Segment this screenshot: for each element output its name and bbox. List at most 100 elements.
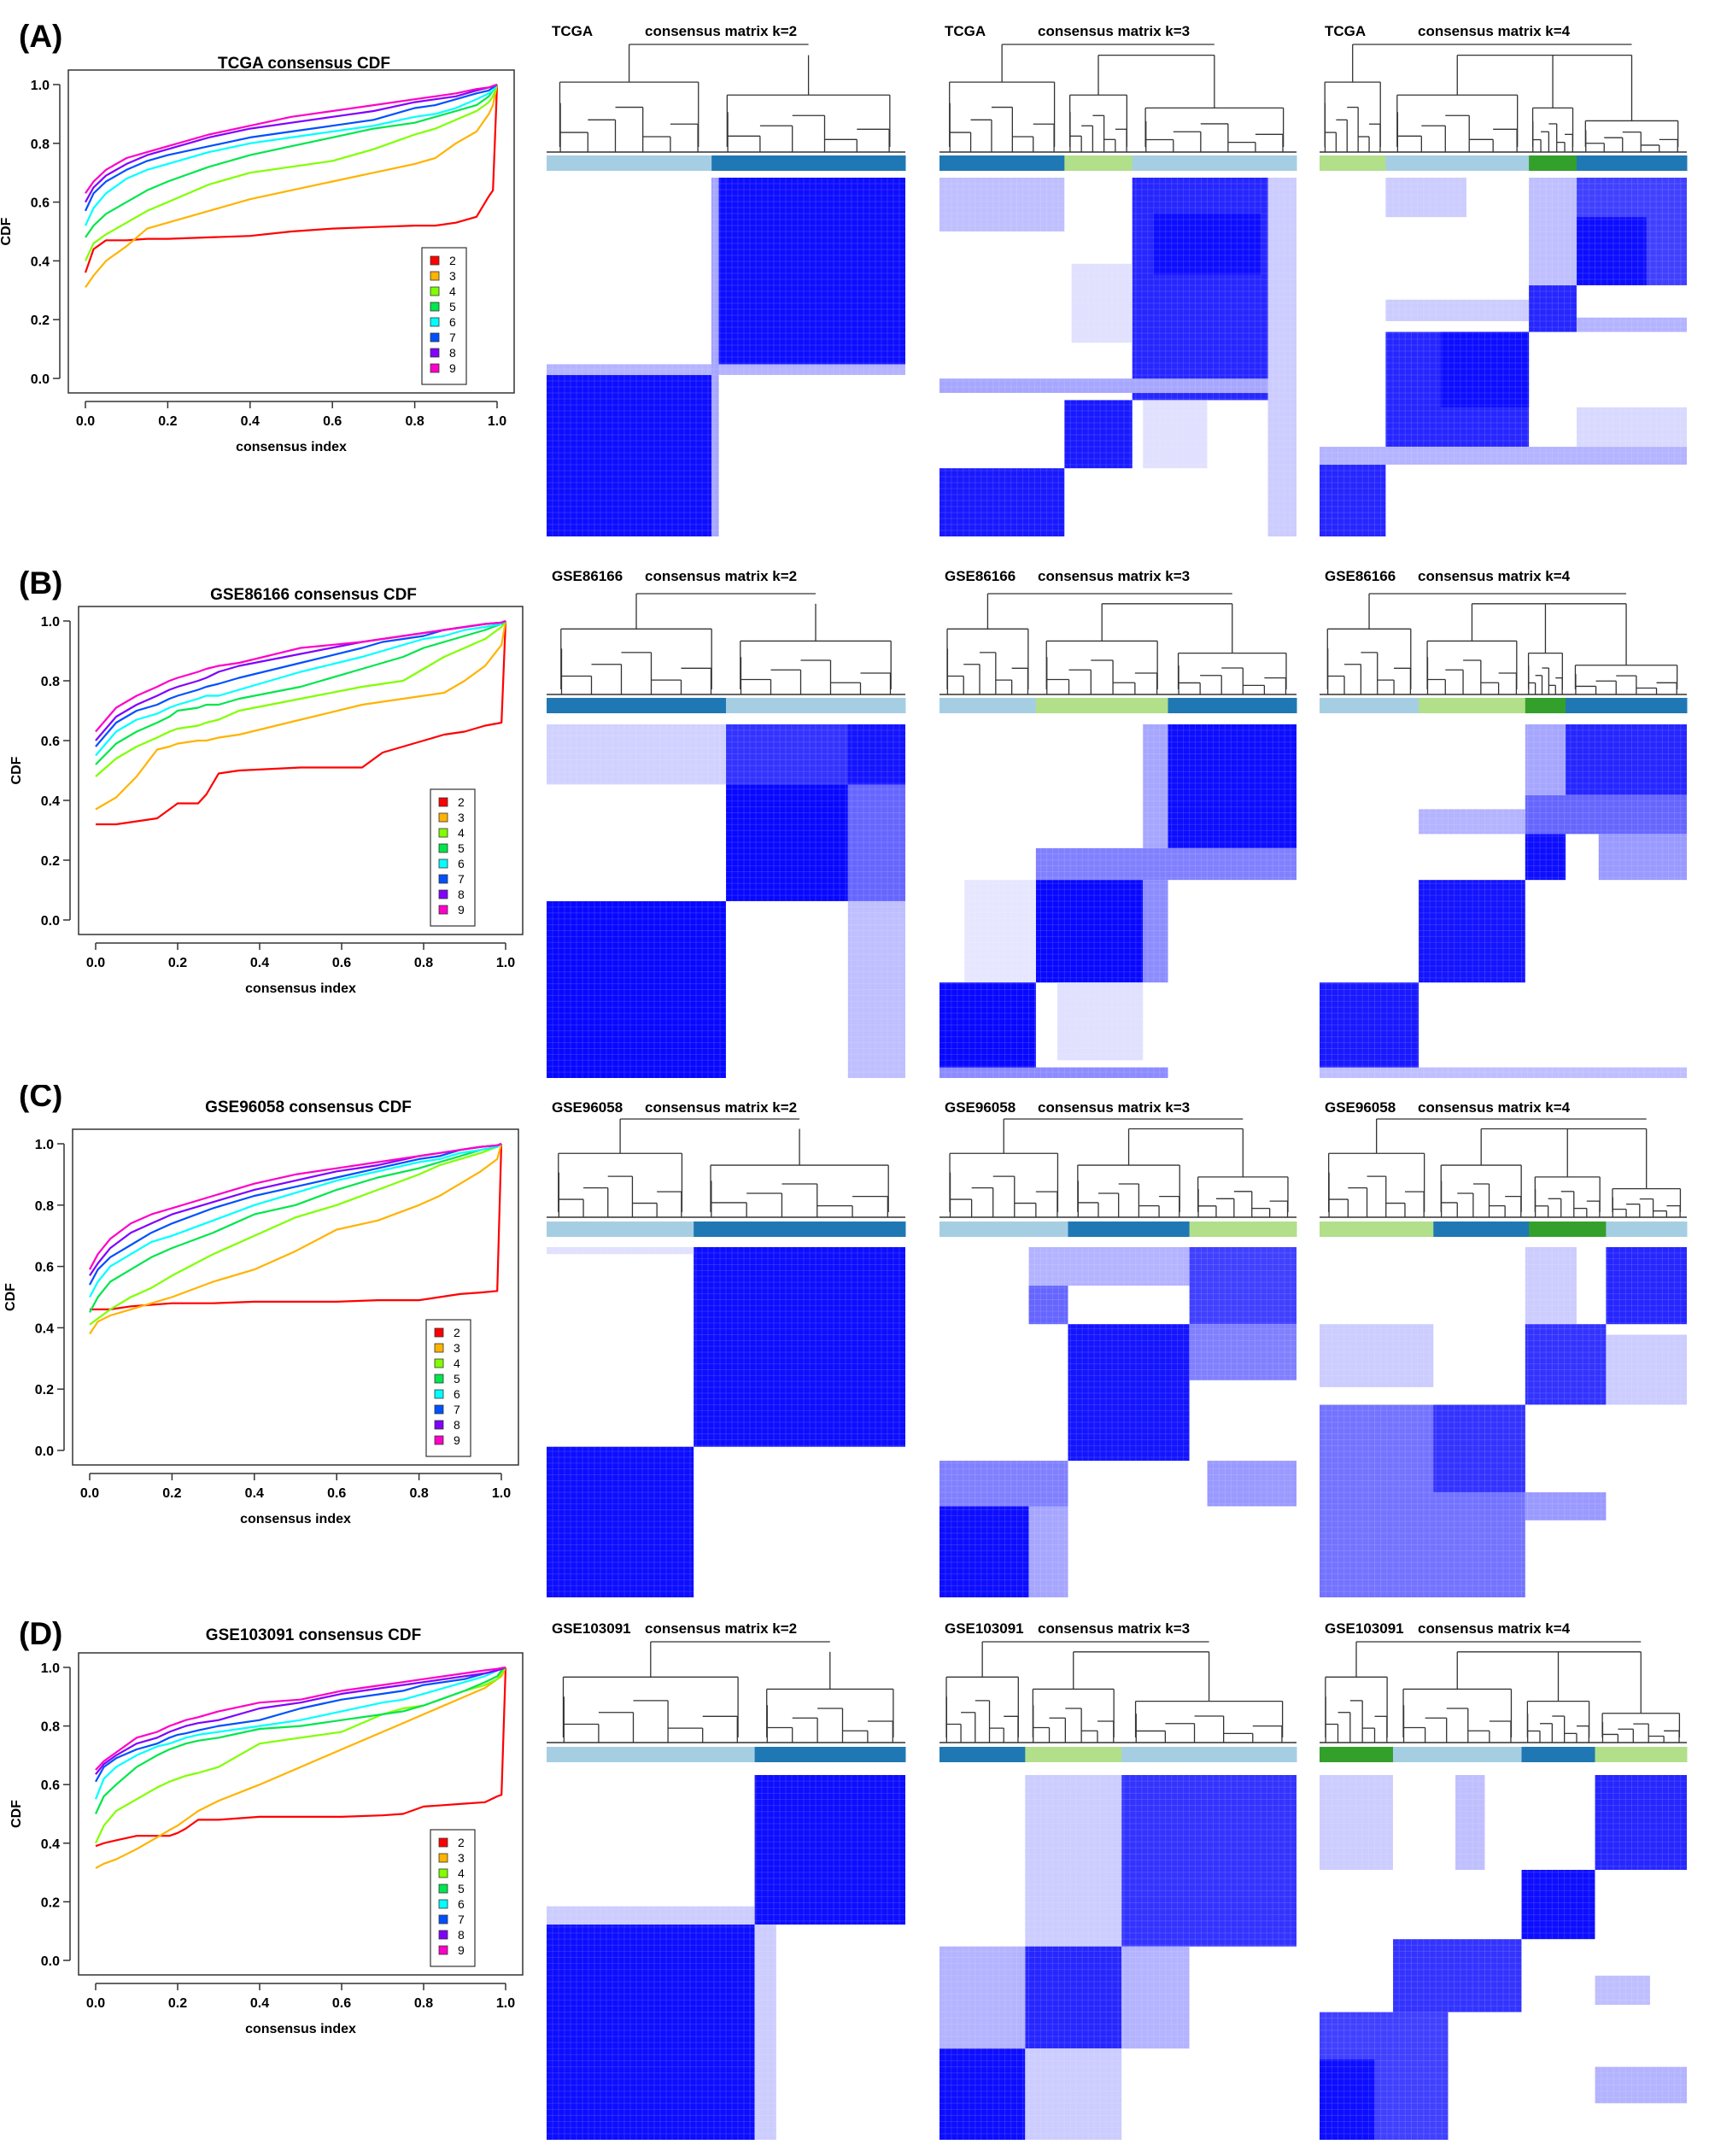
x-axis-label: consensus index	[236, 440, 347, 454]
y-tick-label: 1.0	[41, 615, 60, 630]
matrix-block	[1525, 794, 1687, 835]
cluster-bar-segment	[1525, 698, 1566, 713]
plot-frame	[78, 606, 524, 935]
x-tick-label: 0.6	[327, 1486, 346, 1501]
y-axis-label: CDF	[9, 756, 24, 784]
y-tick-label: 1.0	[31, 79, 50, 93]
cdf-chart-c: (C) GSE96058 consensus CDF 0.0 0.2 0.4 0.6 0.8…	[3, 1085, 519, 1526]
y-tick-label: 0.8	[31, 138, 50, 152]
matrix-block	[1168, 724, 1296, 848]
cluster-bar-segment	[939, 1222, 1068, 1237]
matrix-block	[1025, 2048, 1122, 2140]
y-tick-label: 0.2	[35, 1383, 54, 1397]
consensus-matrix	[939, 724, 1296, 1078]
matrix-block	[1595, 1775, 1687, 1871]
cluster-color-bar	[939, 155, 1297, 171]
cluster-bar-segment	[547, 698, 727, 713]
dendrogram	[939, 1118, 1296, 1218]
cdf-line-k3	[95, 1667, 506, 1869]
matrix-block	[1320, 1067, 1687, 1078]
cluster-bar-segment	[1068, 1222, 1191, 1237]
legend-swatch	[430, 302, 440, 312]
heatmap-title: consensus matrix k=3	[1038, 23, 1190, 39]
consensus-matrix	[547, 724, 905, 1078]
y-axis-label: CDF	[3, 1283, 18, 1311]
cdf-line-k6	[95, 620, 506, 757]
consensus-heatmap-gse86166-k4: GSE86166 consensus matrix k=4	[1320, 568, 1688, 1078]
legend-label: 9	[458, 903, 465, 917]
legend-label: 5	[449, 300, 456, 313]
matrix-block	[1606, 1247, 1687, 1325]
heatmap-title: consensus matrix k=4	[1418, 568, 1571, 584]
legend-swatch	[430, 317, 440, 327]
legend-swatch	[438, 828, 448, 838]
dendrogram	[547, 1118, 905, 1218]
dendrogram	[939, 1641, 1296, 1743]
cdf-line-k6	[94, 1666, 506, 1800]
matrix-block	[1035, 847, 1296, 881]
legend-swatch	[434, 1343, 444, 1353]
matrix-block	[847, 784, 905, 901]
matrix-block	[754, 1775, 905, 1925]
matrix-block	[1064, 400, 1133, 469]
cluster-color-bar	[939, 1222, 1297, 1237]
matrix-block	[1035, 880, 1144, 983]
y-tick-label: 0.8	[41, 1720, 60, 1735]
matrix-block	[1320, 457, 1386, 536]
legend-label: 4	[458, 1866, 465, 1880]
legend-label: 7	[458, 872, 465, 886]
legend-swatch	[434, 1389, 444, 1399]
cluster-color-bar	[939, 698, 1297, 713]
cdf-chart-a: (A) TCGA consensus CDF 0.0 0.2 0.4 0.6 0.8 1.0 0…	[0, 19, 515, 454]
matrix-block	[1267, 178, 1296, 536]
chart-title: GSE96058 consensus CDF	[205, 1099, 412, 1116]
legend-swatch	[438, 1945, 448, 1955]
matrix-block	[1529, 178, 1577, 285]
y-tick-label: 0.2	[31, 313, 50, 328]
cdf-line-k5	[89, 1143, 502, 1313]
legend-label: 7	[458, 1913, 465, 1926]
matrix-block	[1320, 1775, 1393, 1871]
matrix-block	[1028, 1506, 1068, 1597]
heatmap-title: consensus matrix k=2	[645, 568, 797, 584]
consensus-matrix	[939, 1775, 1296, 2140]
cluster-color-bar	[939, 1747, 1297, 1762]
cluster-bar-segment	[1521, 1747, 1595, 1762]
consensus-heatmap-gse103091-k4: GSE103091 consensus matrix k=4	[1320, 1620, 1688, 2140]
cluster-bar-segment	[1606, 1222, 1688, 1237]
legend-label: 2	[454, 1326, 460, 1339]
matrix-block	[1071, 263, 1133, 343]
matrix-block	[547, 371, 712, 536]
legend-label: 9	[449, 361, 456, 375]
cluster-bar-segment	[1385, 155, 1530, 171]
legend-label: 5	[454, 1372, 460, 1386]
matrix-block	[547, 364, 905, 375]
cluster-color-bar	[1320, 698, 1688, 713]
x-tick-label: 0.0	[86, 956, 105, 970]
matrix-block	[1595, 2066, 1687, 2104]
matrix-block	[1525, 1492, 1607, 1520]
cdf-line-k5	[95, 620, 506, 765]
matrix-block	[1440, 331, 1530, 407]
matrix-block	[1393, 1939, 1522, 2012]
x-tick-label: 0.8	[414, 956, 433, 970]
y-tick-label: 0.6	[41, 735, 60, 749]
matrix-block	[726, 784, 848, 901]
matrix-grid	[1320, 1775, 1687, 2140]
x-tick-label: 0.8	[409, 1486, 428, 1501]
x-tick-label: 0.0	[86, 1996, 105, 2011]
matrix-block	[1320, 2059, 1375, 2140]
consensus-matrix	[547, 1247, 905, 1597]
heatmap-title: consensus matrix k=3	[1038, 1620, 1190, 1637]
matrix-block	[939, 1461, 1068, 1507]
x-tick-label: 0.4	[250, 956, 269, 970]
heatmap-title: consensus matrix k=3	[1038, 1099, 1190, 1116]
matrix-block	[1525, 724, 1566, 795]
y-tick-label: 0.2	[41, 854, 60, 869]
cluster-bar-segment	[547, 1222, 694, 1237]
cluster-bar-segment	[1168, 698, 1297, 713]
matrix-grid	[1320, 178, 1687, 536]
cdf-line-k7	[85, 84, 498, 212]
legend-label: 5	[458, 841, 465, 855]
heatmap-title: consensus matrix k=4	[1418, 1620, 1571, 1637]
